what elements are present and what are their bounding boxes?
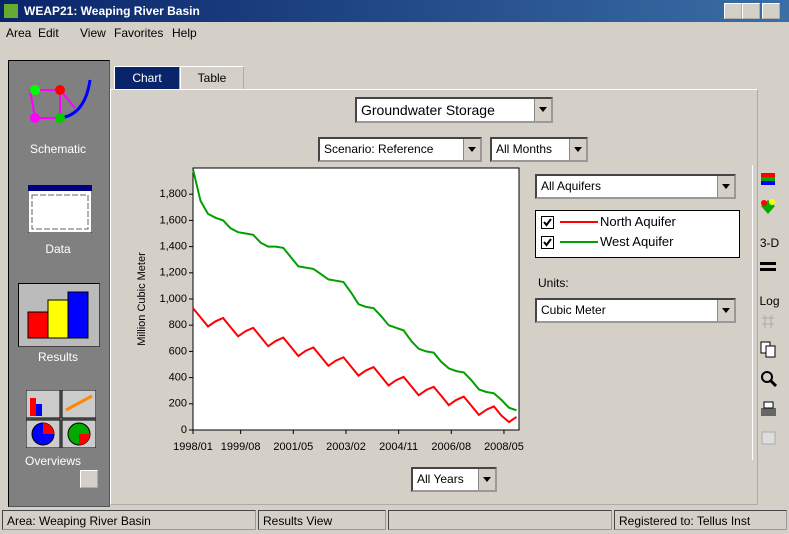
panel — [110, 89, 758, 505]
toolbar-icons — [760, 173, 778, 445]
data-icon[interactable] — [28, 185, 92, 233]
sidebar-label[interactable]: Results — [37, 350, 78, 364]
scenario-dropdown[interactable]: Scenario: Reference — [318, 137, 482, 162]
overviews-dropdown[interactable] — [80, 470, 98, 488]
y-tick-label: 800 — [169, 319, 187, 331]
sidebar-label[interactable]: Overviews — [24, 454, 81, 468]
legend — [535, 210, 740, 258]
toolbar — [752, 165, 788, 460]
x-tick-label: 2006/08 — [431, 441, 471, 453]
fill-button[interactable] — [761, 199, 775, 214]
copy-button[interactable] — [760, 341, 776, 358]
units-dropdown[interactable]: Cubic Meter — [535, 298, 736, 323]
y-tick-label: 400 — [169, 372, 187, 384]
y-tick-label: 600 — [169, 345, 187, 357]
export-button[interactable] — [761, 431, 776, 445]
minimize-button[interactable] — [724, 3, 742, 19]
y-tick-label: 1,400 — [159, 241, 187, 253]
dropdown-text: All Years — [417, 472, 464, 486]
app-icon — [4, 4, 18, 18]
menu-item[interactable]: Area — [6, 26, 32, 40]
chart: Million Cubic Meter 0 200 400 600 800 1,000 1,… — [136, 167, 524, 453]
legend-swatch — [560, 221, 598, 223]
line-series — [192, 169, 517, 412]
y-tick-label: 200 — [169, 398, 187, 410]
variable-dropdown[interactable]: Groundwater Storage — [355, 97, 553, 123]
legend-checkbox[interactable] — [541, 216, 554, 229]
x-tick-label: 2003/02 — [326, 441, 366, 453]
check-mark — [543, 218, 552, 227]
grid-button[interactable] — [762, 315, 774, 328]
y-tick-label: 0 — [181, 424, 187, 436]
units-label: Units: — [538, 276, 569, 290]
legend-checkbox[interactable] — [541, 236, 554, 249]
status-cell: Registered to: Tellus Inst — [614, 510, 787, 530]
legend-label: West Aquifer — [600, 234, 674, 249]
close-button[interactable] — [762, 3, 780, 19]
menu-item[interactable]: Edit — [38, 26, 59, 40]
dropdown-text: Groundwater Storage — [361, 102, 495, 118]
results-icon[interactable] — [26, 290, 92, 340]
dropdown-text: All Months — [496, 142, 553, 156]
months-dropdown[interactable]: All Months — [490, 137, 588, 162]
sidebar-label[interactable]: Schematic — [29, 142, 87, 156]
y-tick-label: 1,800 — [159, 188, 187, 200]
years-dropdown[interactable]: All Years — [411, 467, 497, 492]
maximize-button[interactable] — [742, 3, 760, 19]
status-cell — [388, 510, 612, 530]
check-mark — [543, 238, 552, 247]
y-tick-label: 1,200 — [159, 267, 187, 279]
schematic-icon[interactable] — [20, 70, 100, 130]
x-tick-label: 1998/01 — [173, 441, 213, 453]
window-title: WEAP21: Weaping River Basin — [24, 4, 200, 18]
aquifers-dropdown[interactable]: All Aquifers — [535, 174, 736, 199]
line-button[interactable] — [760, 262, 776, 271]
y-tick-label: 1,000 — [159, 293, 187, 305]
dropdown-text: Scenario: Reference — [324, 142, 434, 156]
menu-item[interactable]: Help — [172, 26, 197, 40]
menu-item[interactable]: View — [80, 26, 106, 40]
zoom-button[interactable] — [761, 371, 778, 388]
y-axis-label: Million Cubic Meter — [136, 252, 148, 346]
overviews-icon[interactable] — [26, 390, 96, 448]
status-cell: Area: Weaping River Basin — [2, 510, 256, 530]
dropdown-text: All Aquifers — [541, 179, 602, 193]
x-tick-label: 1999/08 — [221, 441, 261, 453]
dropdown-text: Cubic Meter — [541, 303, 606, 317]
title-bar — [0, 0, 789, 22]
print-button[interactable] — [761, 401, 776, 416]
status-cell: Results View — [258, 510, 386, 530]
menu-item[interactable]: Favorites — [114, 26, 164, 40]
color-button[interactable] — [761, 173, 775, 185]
legend-label: North Aquifer — [600, 214, 676, 229]
tab-active[interactable]: Chart — [114, 66, 180, 90]
x-tick-label: 2008/05 — [484, 441, 524, 453]
tab[interactable]: Table — [180, 66, 244, 90]
line-series — [192, 307, 518, 424]
x-tick-label: 2001/05 — [273, 441, 313, 453]
toolbar-label[interactable]: Log — [759, 294, 780, 308]
legend-swatch — [560, 241, 598, 243]
x-tick-label: 2004/11 — [379, 441, 418, 453]
y-tick-label: 1,600 — [159, 214, 187, 226]
toolbar-label[interactable]: 3-D — [759, 236, 780, 250]
sidebar-label[interactable]: Data — [45, 242, 71, 256]
